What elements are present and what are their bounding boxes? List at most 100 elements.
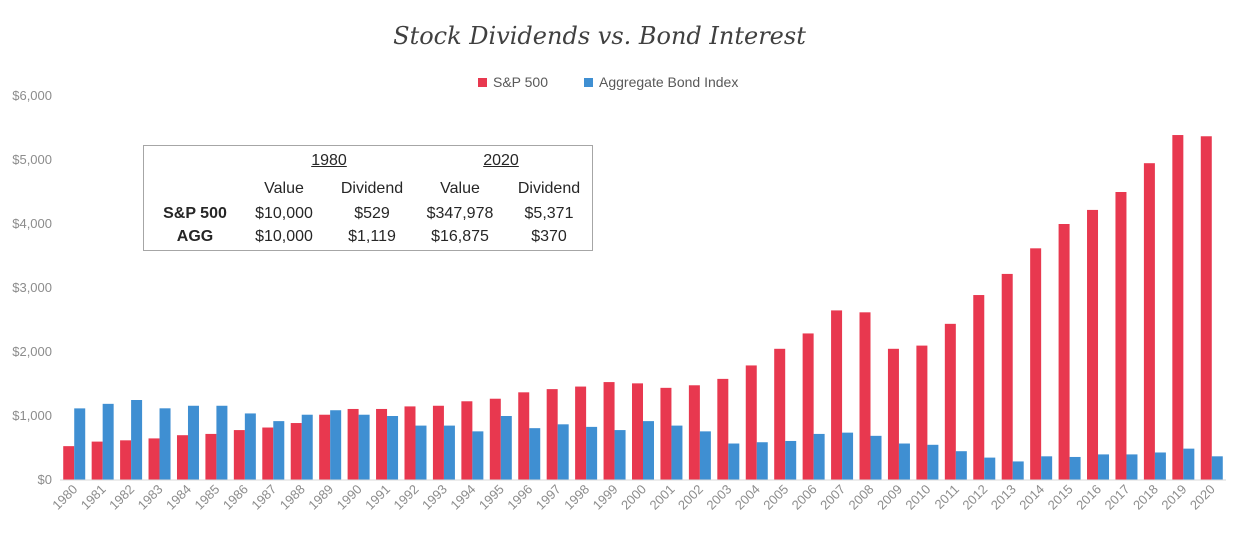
- legend-label-agg: Aggregate Bond Index: [599, 74, 739, 90]
- bar-agg-1981: [102, 403, 114, 480]
- bar-sp500-2020: [1200, 136, 1212, 480]
- bar-agg-1989: [330, 410, 342, 480]
- table-cell-agg-dividend-1980: $1,119: [348, 228, 396, 245]
- bar-agg-1988: [301, 414, 313, 480]
- table-cell-agg-value-1980: $10,000: [255, 228, 313, 245]
- y-tick-label: $6,000: [12, 88, 52, 103]
- bar-sp500-2006: [802, 333, 814, 480]
- x-tick-label-1988: 1988: [277, 482, 308, 513]
- x-tick-label-2007: 2007: [817, 482, 848, 513]
- bar-agg-1986: [244, 413, 256, 480]
- bar-agg-2008: [870, 435, 882, 480]
- bar-sp500-2003: [717, 378, 729, 480]
- table-cell-sp500-dividend-1980: $529: [354, 205, 390, 222]
- table-col-value-2020: Value: [440, 180, 480, 197]
- legend-item-agg: Aggregate Bond Index: [584, 74, 738, 90]
- bar-sp500-2015: [1058, 224, 1070, 480]
- y-tick-label: $0: [38, 472, 52, 487]
- x-tick-label-2018: 2018: [1130, 482, 1161, 513]
- x-tick-label-2016: 2016: [1073, 482, 1104, 513]
- x-tick-label-1982: 1982: [106, 482, 137, 513]
- table-row-label-agg: AGG: [176, 228, 214, 245]
- bar-sp500-1996: [518, 392, 530, 480]
- x-tick-label-2012: 2012: [959, 482, 990, 513]
- table-cell-sp500-dividend-2020: $5,371: [524, 205, 574, 222]
- bar-sp500-2016: [1087, 209, 1099, 481]
- bar-agg-1998: [586, 426, 598, 480]
- bar-agg-1999: [614, 430, 626, 480]
- x-tick-label-1985: 1985: [191, 482, 222, 513]
- bar-agg-2001: [671, 425, 683, 480]
- bar-agg-1987: [273, 421, 285, 480]
- x-tick-label-2014: 2014: [1016, 482, 1047, 513]
- x-tick-label-1989: 1989: [305, 482, 336, 513]
- bar-sp500-2009: [887, 348, 899, 480]
- x-tick-label-2006: 2006: [789, 482, 820, 513]
- bar-agg-1991: [387, 416, 399, 480]
- legend: S&P 500 Aggregate Bond Index: [478, 74, 738, 90]
- bar-sp500-2014: [1030, 248, 1042, 480]
- bar-sp500-1991: [376, 408, 388, 480]
- x-tick-label-2013: 2013: [988, 482, 1019, 513]
- bar-agg-1983: [159, 408, 171, 480]
- x-tick-label-1986: 1986: [220, 482, 251, 513]
- bar-sp500-2004: [745, 365, 757, 480]
- bar-sp500-2013: [1001, 273, 1013, 480]
- bar-sp500-1997: [546, 389, 558, 480]
- y-tick-label: $2,000: [12, 344, 52, 359]
- comparison-table: 1980 2020 Value Dividend Value Dividend …: [143, 145, 593, 251]
- x-tick-label-2017: 2017: [1102, 482, 1133, 513]
- bar-agg-1982: [131, 400, 143, 480]
- y-axis: $0 $1,000 $2,000 $3,000 $4,000 $5,000 $6,000: [12, 88, 52, 487]
- x-tick-label-2002: 2002: [675, 482, 706, 513]
- bar-agg-2016: [1098, 454, 1110, 480]
- x-tick-label-1991: 1991: [362, 482, 393, 513]
- x-tick-label-2003: 2003: [703, 482, 734, 513]
- bar-agg-2007: [842, 432, 854, 480]
- x-tick-label-2008: 2008: [846, 482, 877, 513]
- bar-agg-2020: [1211, 456, 1223, 480]
- bar-sp500-2007: [831, 310, 843, 480]
- bar-agg-2019: [1183, 448, 1195, 480]
- bar-sp500-1983: [148, 438, 160, 480]
- bar-agg-2002: [699, 431, 711, 480]
- y-tick-label: $4,000: [12, 216, 52, 231]
- x-tick-label-1996: 1996: [504, 482, 535, 513]
- x-tick-label-2020: 2020: [1187, 482, 1218, 513]
- bar-agg-1993: [443, 425, 455, 480]
- bar-sp500-2000: [632, 383, 643, 480]
- bar-agg-2012: [984, 457, 996, 480]
- bar-sp500-2002: [688, 385, 700, 480]
- x-tick-label-2009: 2009: [874, 482, 905, 513]
- x-tick-label-2005: 2005: [760, 482, 791, 513]
- bar-sp500-1992: [404, 406, 416, 480]
- bar-sp500-1993: [432, 405, 444, 480]
- x-tick-label-1993: 1993: [419, 482, 450, 513]
- x-axis: 1980198119821983198419851986198719881989…: [49, 482, 1218, 513]
- bar-agg-2010: [927, 444, 939, 480]
- x-tick-label-2019: 2019: [1158, 482, 1189, 513]
- bar-agg-2018: [1154, 452, 1166, 480]
- bar-sp500-2011: [944, 323, 956, 480]
- x-tick-label-2010: 2010: [902, 482, 933, 513]
- x-tick-label-2015: 2015: [1045, 482, 1076, 513]
- legend-swatch-sp500: [478, 77, 487, 87]
- x-tick-label-1981: 1981: [78, 482, 109, 513]
- bar-sp500-1998: [575, 386, 587, 480]
- bar-sp500-2019: [1172, 135, 1184, 481]
- bar-agg-2009: [898, 443, 910, 480]
- table-year-1980: 1980: [311, 152, 347, 169]
- bars: [63, 135, 1223, 481]
- x-tick-label-2000: 2000: [618, 482, 649, 513]
- bar-agg-2005: [785, 440, 797, 480]
- bar-agg-2015: [1069, 456, 1081, 480]
- table-row-label-sp500: S&P 500: [163, 205, 227, 222]
- bar-agg-2014: [1041, 456, 1053, 480]
- x-tick-label-1987: 1987: [248, 482, 279, 513]
- bar-agg-1994: [472, 431, 484, 480]
- bar-sp500-1987: [262, 427, 274, 480]
- y-tick-label: $5,000: [12, 152, 52, 167]
- bar-agg-2017: [1126, 454, 1138, 480]
- x-tick-label-1983: 1983: [135, 482, 166, 513]
